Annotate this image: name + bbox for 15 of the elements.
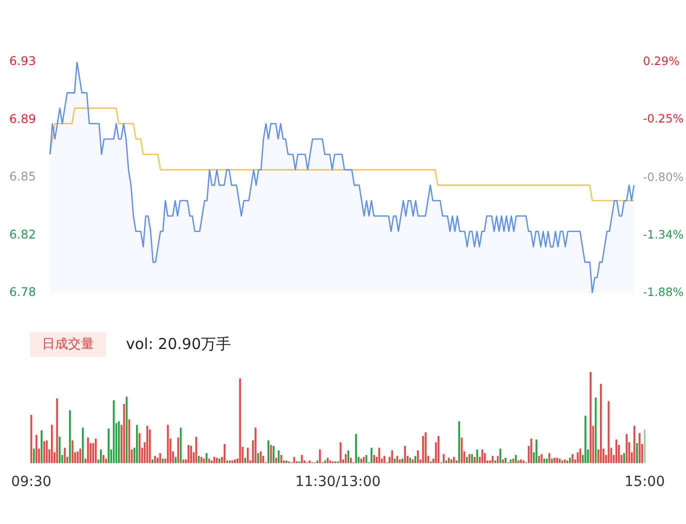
y-tick-label: 6.93 (9, 54, 36, 68)
chart-title: 日成交量 (30, 332, 106, 356)
chart-subtitle: vol: 20.90万手 (126, 334, 231, 354)
x-tick-label: 09:30 (11, 474, 52, 490)
y-tick-label: 6.82 (9, 227, 36, 242)
y-tick-label: 6.78 (9, 285, 36, 300)
y-tick-label: 6.85 (9, 170, 36, 184)
y2-tick-label: -1.88% (643, 284, 684, 299)
y2-tick-label: 0.29% (643, 54, 680, 68)
x-tick-label: 11:30/13:00 (295, 474, 381, 490)
x-tick-label: 15:00 (624, 474, 665, 490)
y2-tick-label: -0.25% (643, 111, 684, 126)
y2-tick-label: -1.34% (643, 228, 684, 242)
y-tick-label: 6.89 (9, 112, 36, 126)
y2-tick-label: -0.80% (643, 170, 684, 184)
